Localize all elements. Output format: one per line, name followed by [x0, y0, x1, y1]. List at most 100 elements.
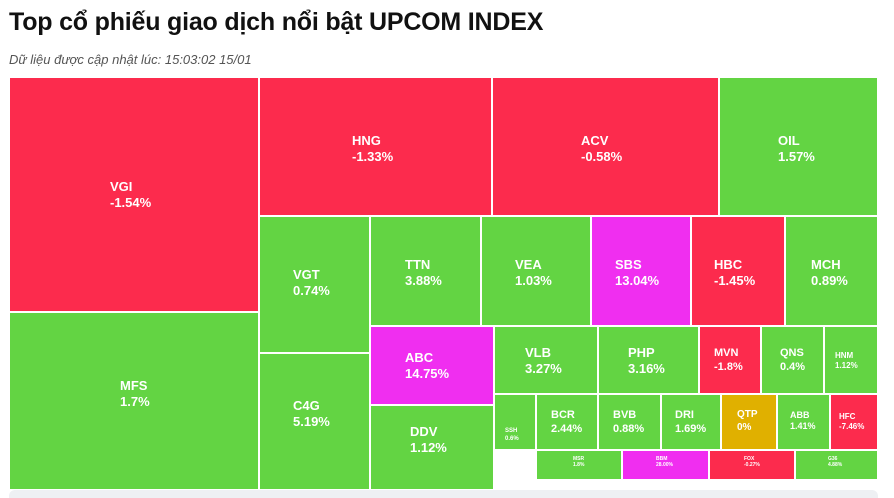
treemap-tile-c4g[interactable]: C4G 5.19% [259, 353, 370, 490]
tile-label: QNS 0.4% [780, 347, 805, 375]
treemap-tile-hnm[interactable]: HNM 1.12% [824, 326, 878, 394]
tile-label: ABC 14.75% [405, 350, 449, 383]
ticker-label: MSR [573, 456, 585, 462]
change-label: -1.33% [352, 149, 394, 165]
ticker-label: MVN [714, 347, 739, 359]
tile-label: HFC -7.46% [839, 412, 864, 432]
change-label: -1.54% [110, 195, 152, 211]
page-title: Top cổ phiếu giao dịch nổi bật UPCOM IND… [9, 8, 544, 36]
treemap-tile-bvb[interactable]: BVB 0.88% [598, 394, 661, 450]
treemap-tile-bbm[interactable]: BBM 28.00% [622, 450, 709, 480]
treemap-tile-ddv[interactable]: DDV 1.12% [370, 405, 494, 490]
tile-label: BVB 0.88% [613, 409, 644, 437]
tile-label: G36 4.88% [828, 456, 842, 469]
treemap-tile-dri[interactable]: DRI 1.69% [661, 394, 721, 450]
ticker-label: VGT [293, 267, 320, 282]
change-label: 4.88% [828, 462, 843, 469]
treemap-tile-g36[interactable]: G36 4.88% [795, 450, 878, 480]
ticker-label: BBM [656, 456, 668, 462]
tile-label: FOX -0.27% [744, 456, 760, 469]
treemap-tile-qns[interactable]: QNS 0.4% [761, 326, 824, 394]
ticker-label: SSH [505, 428, 518, 434]
treemap-tile-vgt[interactable]: VGT 0.74% [259, 216, 370, 353]
change-label: 0.89% [811, 273, 848, 289]
change-label: 3.16% [628, 361, 665, 377]
treemap-tile-php[interactable]: PHP 3.16% [598, 326, 699, 394]
tile-label: DRI 1.69% [675, 409, 706, 437]
treemap-tile-acv[interactable]: ACV -0.58% [492, 77, 719, 216]
treemap-tile-ttn[interactable]: TTN 3.88% [370, 216, 481, 326]
change-label: -1.8% [714, 360, 743, 373]
change-label: -0.27% [744, 462, 760, 469]
treemap-tile-hng[interactable]: HNG -1.33% [259, 77, 492, 216]
treemap-tile-hbc[interactable]: HBC -1.45% [691, 216, 785, 326]
tile-label: VGT 0.74% [293, 267, 330, 300]
ticker-label: DRI [675, 409, 694, 421]
ticker-label: FOX [744, 456, 755, 462]
ticker-label: MFS [120, 378, 148, 393]
change-label: 0.6% [505, 435, 519, 442]
tile-label: C4G 5.19% [293, 398, 330, 431]
treemap-tile-vgi[interactable]: VGI -1.54% [9, 77, 259, 312]
treemap-tile-vlb[interactable]: VLB 3.27% [494, 326, 598, 394]
change-label: 3.88% [405, 273, 442, 289]
change-label: 0.4% [780, 360, 806, 373]
tile-label: BCR 2.44% [551, 409, 582, 437]
ticker-label: MCH [811, 257, 841, 272]
ticker-label: DDV [410, 424, 438, 439]
treemap-tile-mfs[interactable]: MFS 1.7% [9, 312, 259, 490]
treemap-tile-fox[interactable]: FOX -0.27% [709, 450, 795, 480]
tile-label: MCH 0.89% [811, 257, 848, 290]
change-label: 1.8% [573, 462, 585, 469]
tile-label: BBM 28.00% [656, 456, 673, 469]
treemap-tile-abc[interactable]: ABC 14.75% [370, 326, 494, 405]
change-label: -7.46% [839, 422, 865, 431]
treemap-tile-hfc[interactable]: HFC -7.46% [830, 394, 878, 450]
change-label: 0% [737, 421, 752, 433]
change-label: 28.00% [656, 462, 673, 469]
ticker-label: C4G [293, 398, 320, 413]
tile-label: HBC -1.45% [714, 257, 755, 290]
tile-label: HNM 1.12% [835, 351, 858, 371]
ticker-label: BCR [551, 409, 575, 421]
treemap-tile-mvn[interactable]: MVN -1.8% [699, 326, 761, 394]
ticker-label: G36 [828, 456, 838, 462]
change-label: 1.03% [515, 273, 552, 289]
treemap-tile-abb[interactable]: ABB 1.41% [777, 394, 830, 450]
ticker-label: QTP [737, 409, 758, 420]
treemap-tile-mch[interactable]: MCH 0.89% [785, 216, 878, 326]
treemap-tile-bcr[interactable]: BCR 2.44% [536, 394, 598, 450]
treemap-tile-ssh[interactable]: SSH 0.6% [494, 394, 536, 450]
ticker-label: ACV [581, 133, 609, 148]
tile-label: SSH 0.6% [505, 428, 519, 443]
ticker-label: SBS [615, 257, 642, 272]
treemap-tile-qtp[interactable]: QTP 0% [721, 394, 777, 450]
change-label: 1.12% [835, 361, 858, 370]
ticker-label: VLB [525, 345, 551, 360]
change-label: 0.74% [293, 283, 330, 299]
ticker-label: HNG [352, 133, 381, 148]
treemap-tile-oil[interactable]: OIL 1.57% [719, 77, 878, 216]
change-label: 3.27% [525, 361, 562, 377]
ticker-label: QNS [780, 347, 804, 359]
ticker-label: HFC [839, 412, 856, 421]
ticker-label: OIL [778, 133, 800, 148]
tile-label: HNG -1.33% [352, 133, 393, 166]
change-label: -0.58% [581, 149, 623, 165]
treemap-tile-sbs[interactable]: SBS 13.04% [591, 216, 691, 326]
ticker-label: ABB [790, 410, 810, 420]
tile-label: QTP 0% [737, 409, 758, 434]
change-label: 1.12% [410, 440, 447, 456]
ticker-label: PHP [628, 345, 655, 360]
last-updated-text: Dữ liệu được cập nhật lúc: 15:03:02 15/0… [9, 52, 252, 67]
treemap-tile-msr[interactable]: MSR 1.8% [536, 450, 622, 480]
tile-label: VLB 3.27% [525, 345, 562, 378]
tile-label: ACV -0.58% [581, 133, 622, 166]
tile-label: PHP 3.16% [628, 345, 665, 378]
ticker-label: TTN [405, 257, 431, 272]
ticker-label: HBC [714, 257, 743, 272]
change-label: 0.88% [613, 422, 645, 435]
treemap-tile-vea[interactable]: VEA 1.03% [481, 216, 591, 326]
tile-label: TTN 3.88% [405, 257, 442, 290]
